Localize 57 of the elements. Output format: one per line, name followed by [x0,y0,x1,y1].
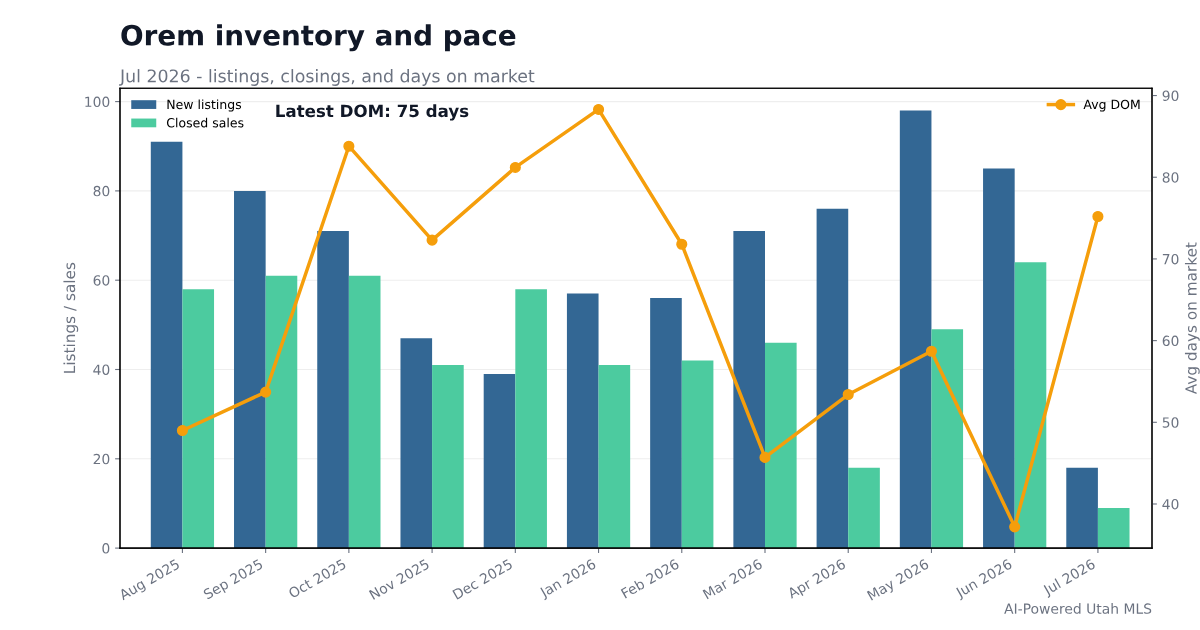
bar [265,275,298,549]
y-tick-label: 60 [93,275,110,286]
bar [765,342,797,549]
point [592,103,605,115]
point [676,238,688,250]
annotation: Latest DOM: 75 days [276,104,469,121]
y2-tick-label: 90 [1162,90,1179,102]
bar [816,208,849,549]
point [426,234,438,246]
bar [681,360,714,549]
bar [983,168,1015,549]
bar [182,289,215,549]
point [1092,210,1104,223]
y2-tick-label: 70 [1162,253,1179,265]
y-tick-label: 40 [93,364,110,375]
point [759,451,771,463]
bar [650,298,682,549]
chart-subtitle: Jul 2026 - listings, closings, and days on market [119,69,535,86]
point [842,388,854,401]
text: AI-Powered Utah MLS [1004,603,1152,614]
bar [400,338,433,549]
legend-label: New listings [167,99,242,112]
legend-label: Closed sales [166,117,244,128]
point [343,140,355,152]
bar [899,110,932,549]
bar [515,289,547,549]
bar [598,365,631,549]
y2-tick-label: 50 [1162,417,1179,428]
bar [317,231,349,549]
point [260,386,272,398]
y-tick-label: 100 [85,96,110,108]
bar [931,329,964,549]
legend-label: Avg DOM [1083,99,1140,112]
bar [432,365,464,549]
bar [848,467,880,549]
y2-tick-label: 40 [1162,498,1179,510]
y2-axis-title: Avg days on market [1184,242,1200,395]
bar [566,293,599,549]
y-tick-label: 0 [102,543,110,554]
point [176,424,188,437]
point [509,161,521,173]
bar [1066,467,1098,549]
bar [150,141,183,549]
bar [348,275,381,549]
bar [1014,262,1047,549]
point [1009,521,1021,533]
bar [733,231,765,549]
y2-tick-label: 60 [1162,335,1179,347]
y-axis-title: Listings / sales [63,262,79,373]
bar [1097,507,1130,549]
bar [483,373,516,549]
point [925,345,938,357]
y-tick-label: 80 [93,185,110,197]
y-tick-label: 20 [93,453,110,465]
y2-tick-label: 80 [1162,172,1179,183]
chart-title: Orem inventory and pace [121,24,516,52]
bar [234,190,266,549]
